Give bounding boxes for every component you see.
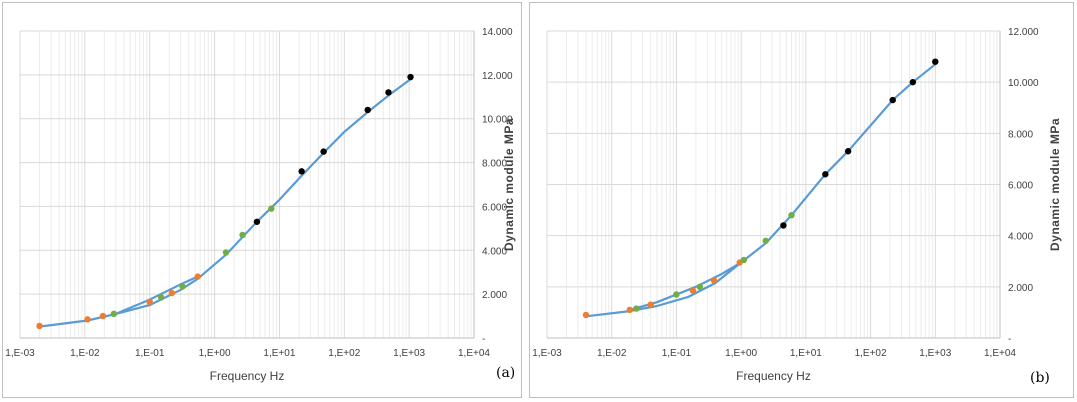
data-point <box>689 287 697 294</box>
y-tick-label: 8.000 <box>482 159 507 170</box>
data-point <box>626 306 633 314</box>
data-point <box>239 231 246 239</box>
x-tick-label: 1,E+00 <box>725 348 757 359</box>
panel-label-a: (a) <box>496 365 516 381</box>
data-point <box>822 171 829 178</box>
x-tick-label: 1,E+03 <box>393 348 425 359</box>
y-tick-label: 4.000 <box>482 246 507 257</box>
y-tick-label: - <box>1008 334 1011 345</box>
data-point <box>179 283 186 290</box>
series-line <box>39 78 412 328</box>
data-point <box>110 310 118 318</box>
data-point <box>710 277 718 284</box>
x-tick-label: 1,E-02 <box>70 348 100 359</box>
y-tick-label: - <box>482 334 485 345</box>
x-tick-label: 1,E-02 <box>597 348 627 359</box>
gridlines <box>546 30 1001 339</box>
data-point <box>633 305 640 312</box>
y-tick-label: 8.000 <box>1008 129 1033 140</box>
series-line <box>115 275 199 315</box>
data-point <box>673 291 680 298</box>
data-point <box>647 301 654 308</box>
gridlines <box>19 30 475 339</box>
x-tick-label: 1,E-01 <box>662 348 692 359</box>
data-point <box>780 222 787 229</box>
y-tick-label: 6.000 <box>482 202 507 213</box>
panel-label-b: (b) <box>1030 370 1050 386</box>
y-tick-label: 2.000 <box>1008 283 1033 294</box>
data-point <box>99 312 107 320</box>
data-point <box>84 316 91 323</box>
data-point <box>157 294 165 301</box>
data-point <box>740 256 748 264</box>
y-tick-label: 4.000 <box>1008 232 1033 243</box>
chart-a-svg: 1,E-03 1,E-02 1,E-01 1,E+00 1,E+01 1,E+02 1,E+… <box>5 27 516 383</box>
data-point <box>320 148 327 155</box>
data-point <box>696 283 704 291</box>
y-tick-label: 6.000 <box>1008 181 1033 192</box>
data-point <box>194 273 201 280</box>
y-tick-label: 14.000 <box>482 27 513 38</box>
y-axis-title: Dynamic module MPa <box>502 118 516 251</box>
data-point <box>253 218 261 225</box>
x-tick-label: 1,E-03 <box>5 348 35 359</box>
y-tick-label: 10.000 <box>1008 78 1039 89</box>
data-point <box>582 311 590 319</box>
data-point <box>268 205 275 212</box>
series-line <box>629 261 742 311</box>
x-axis-title: Frequency Hz <box>210 369 285 383</box>
y-tick-label: 2.000 <box>482 290 507 301</box>
x-tick-label: 1,E+02 <box>328 348 360 359</box>
x-tick-label: 1,E+01 <box>263 348 295 359</box>
x-tick-label: 1,E+01 <box>790 348 822 359</box>
data-point <box>385 89 392 96</box>
y-tick-label: 12.000 <box>1008 27 1039 38</box>
data-point <box>932 58 939 65</box>
x-tick-label: 1,E+04 <box>458 348 490 359</box>
data-point <box>36 322 43 330</box>
data-point <box>788 212 795 219</box>
x-tick-label: 1,E+03 <box>919 348 951 359</box>
x-tick-label: 1,E+00 <box>199 348 231 359</box>
data-point <box>889 96 896 104</box>
data-point <box>762 237 769 244</box>
data-point <box>146 298 153 306</box>
x-axis-title: Frequency Hz <box>736 369 811 383</box>
data-point <box>909 78 917 86</box>
chart-panel-b: 1,E-03 1,E-02 1,E-01 1,E+00 1,E+01 1,E+02 1,E+… <box>529 2 1074 398</box>
data-point <box>407 73 414 81</box>
data-point <box>168 289 176 297</box>
data-point <box>298 168 305 175</box>
data-point <box>222 249 230 256</box>
x-tick-label: 1,E-03 <box>532 348 562 359</box>
x-tick-label: 1,E+02 <box>855 348 887 359</box>
data-point <box>844 148 852 155</box>
data-point <box>364 106 371 114</box>
x-tick-label: 1,E+04 <box>984 348 1016 359</box>
y-tick-label: 10.000 <box>482 115 513 126</box>
chart-panel-a: 1,E-03 1,E-02 1,E-01 1,E+00 1,E+01 1,E+02 1,E+… <box>2 2 522 398</box>
chart-b-svg: 1,E-03 1,E-02 1,E-01 1,E+00 1,E+01 1,E+02 1,E+… <box>532 27 1062 383</box>
x-tick-label: 1,E-01 <box>135 348 165 359</box>
y-axis-title: Dynamic module MPa <box>1048 118 1062 251</box>
y-tick-label: 12.000 <box>482 71 513 82</box>
